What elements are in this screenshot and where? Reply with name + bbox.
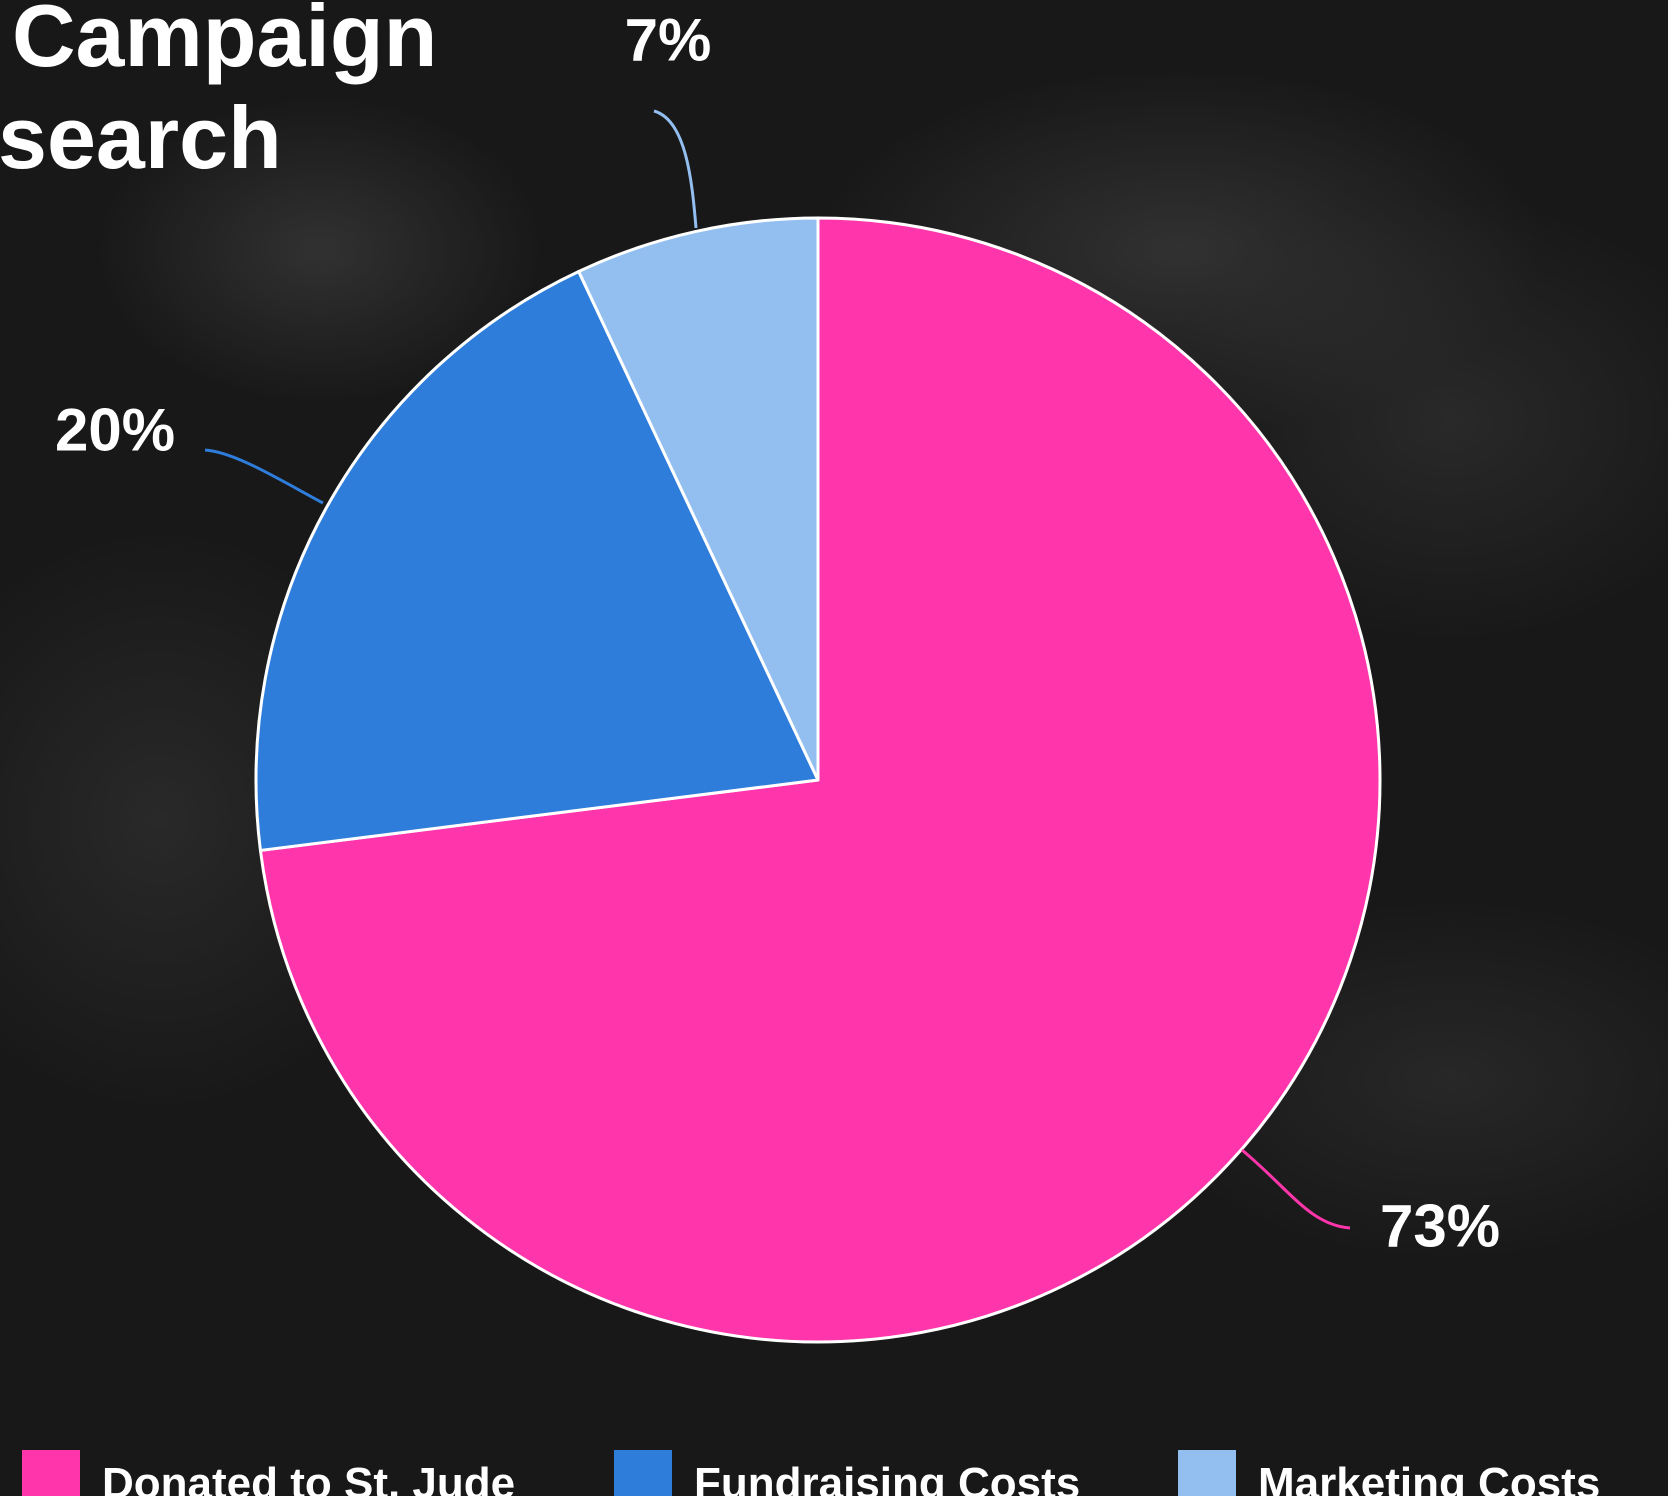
pie-slice-fundraising [254, 269, 820, 852]
legend-label-donated: Donated to St. Jude [102, 1459, 516, 1496]
leader-line-marketing [653, 109, 698, 229]
legend-label-fundraising: Fundraising Costs [694, 1459, 1081, 1496]
chart-title-line-1: Campaign [12, 0, 438, 85]
data-label-fundraising: 20% [55, 397, 175, 464]
legend-swatch-fundraising [614, 1450, 672, 1496]
legend-label-marketing: Marketing Costs [1258, 1459, 1601, 1496]
legend-item-donated: Donated to St. Jude [22, 1450, 515, 1496]
legend-item-marketing: Marketing Costs [1178, 1450, 1600, 1496]
data-label-donated: 73% [1380, 1193, 1500, 1260]
chart-title-line-2: search [0, 88, 282, 187]
legend-item-fundraising: Fundraising Costs [614, 1450, 1080, 1496]
data-label-marketing: 7% [625, 7, 712, 74]
legend-swatch-marketing [1178, 1450, 1236, 1496]
pie-slice-marketing [577, 216, 820, 782]
legend-swatch-donated [22, 1450, 80, 1496]
leader-line-fundraising [204, 448, 324, 505]
pie-slice-donated [258, 216, 1382, 1344]
leader-line-donated [1241, 1148, 1351, 1230]
